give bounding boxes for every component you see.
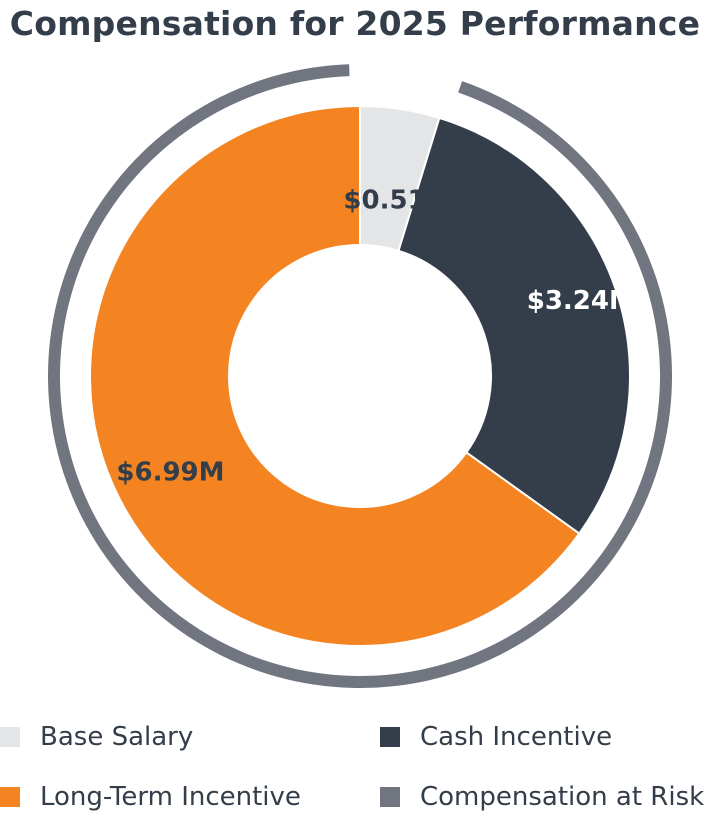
legend-label-cash-incentive: Cash Incentive: [420, 722, 613, 752]
data-label-base-salary: $0.51M: [343, 186, 451, 216]
legend-label-compensation-at-risk: Compensation at Risk: [420, 782, 705, 812]
chart-title: Compensation for 2025 Performance: [9, 4, 701, 43]
data-label-cash-incentive: $3.24M: [527, 286, 635, 316]
legend-swatch-base-salary: [0, 727, 20, 747]
legend-item-base-salary: Base Salary: [0, 722, 193, 752]
legend-swatch-long-term-incentive: [0, 787, 20, 807]
legend-item-compensation-at-risk: Compensation at Risk: [380, 782, 704, 812]
data-label-long-term-incentive: $6.99M: [116, 458, 224, 488]
legend-label-base-salary: Base Salary: [40, 722, 194, 752]
legend-swatch-cash-incentive: [380, 727, 400, 747]
legend-item-long-term-incentive: Long-Term Incentive: [0, 782, 301, 812]
legend-item-cash-incentive: Cash Incentive: [380, 722, 612, 752]
slice-cash-incentive: [397, 116, 631, 535]
chart-legend: Base Salary Cash Incentive Long-Term Inc…: [0, 700, 710, 813]
slice-long-term-incentive: [89, 104, 581, 647]
legend-swatch-compensation-at-risk: [380, 787, 400, 807]
donut-chart: $0.51M $3.24M $6.99M: [48, 64, 672, 688]
legend-label-long-term-incentive: Long-Term Incentive: [40, 782, 301, 812]
